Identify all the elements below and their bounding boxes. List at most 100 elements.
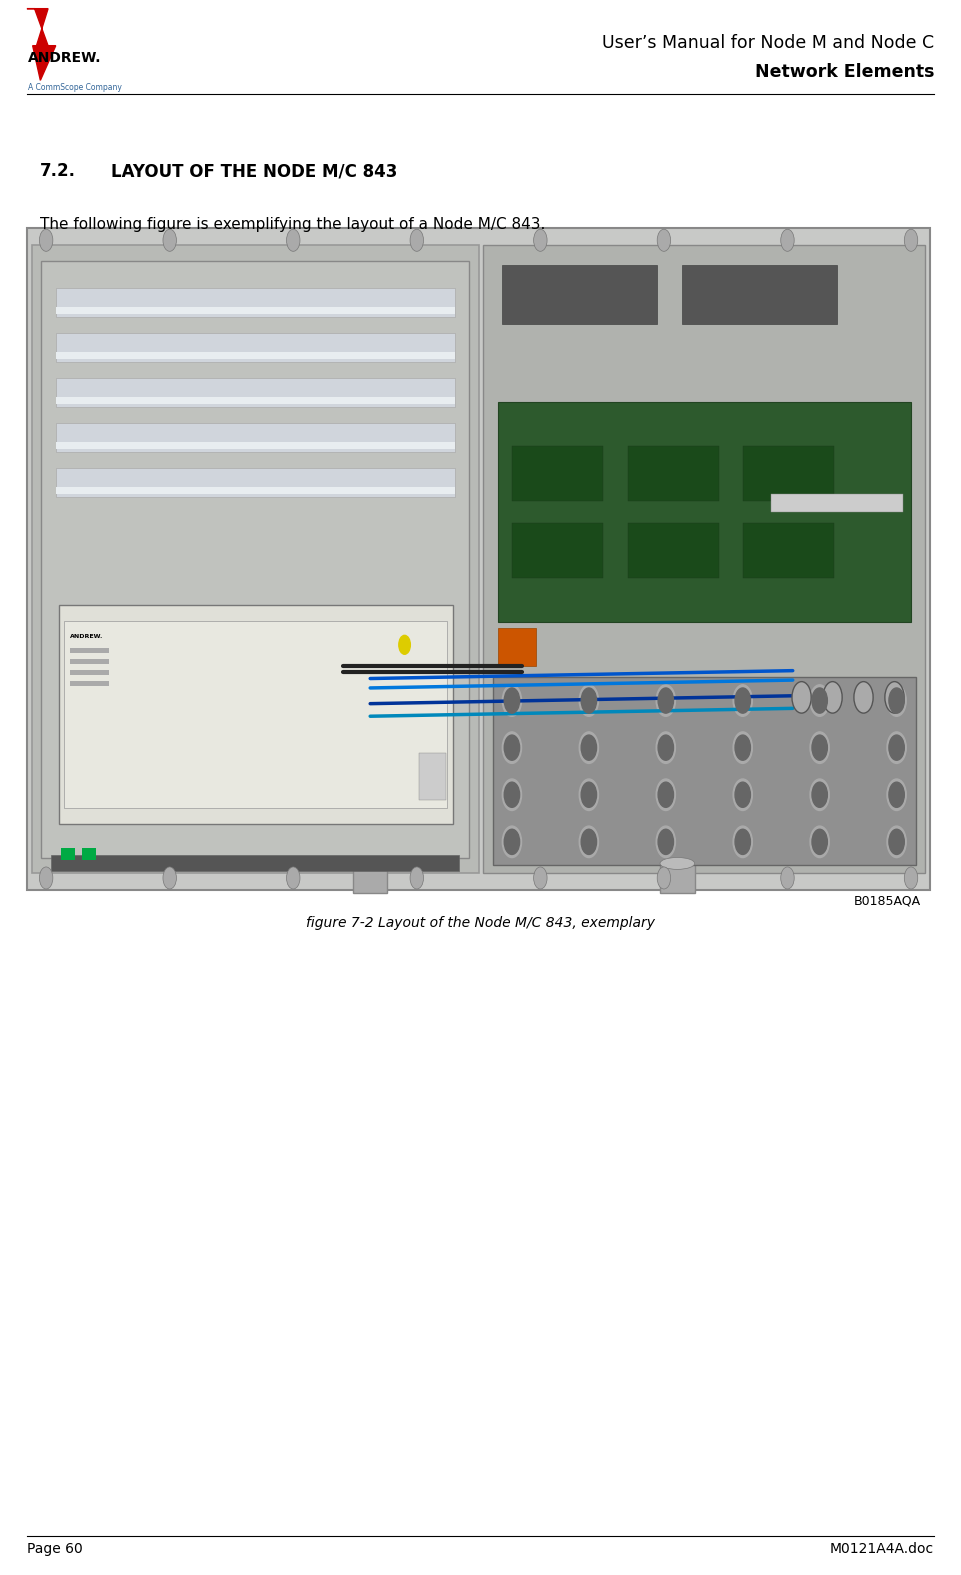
Text: figure 7-2 Layout of the Node M/C 843, exemplary: figure 7-2 Layout of the Node M/C 843, e… xyxy=(306,917,655,929)
Circle shape xyxy=(904,866,918,888)
Circle shape xyxy=(889,688,904,713)
Circle shape xyxy=(656,685,676,717)
Ellipse shape xyxy=(353,857,387,869)
Bar xyxy=(503,265,657,324)
Circle shape xyxy=(505,688,520,713)
Circle shape xyxy=(657,230,671,252)
Circle shape xyxy=(410,866,424,888)
Circle shape xyxy=(39,230,53,252)
Bar xyxy=(70,680,109,685)
Circle shape xyxy=(854,682,874,713)
Circle shape xyxy=(889,783,904,808)
Circle shape xyxy=(733,732,752,764)
Text: ANDREW.: ANDREW. xyxy=(28,50,101,65)
Circle shape xyxy=(904,230,918,252)
Bar xyxy=(70,647,109,652)
Bar xyxy=(51,855,459,871)
Circle shape xyxy=(410,230,424,252)
Circle shape xyxy=(887,780,906,811)
Bar xyxy=(744,446,834,501)
Bar xyxy=(56,288,455,318)
Circle shape xyxy=(780,866,794,888)
Bar xyxy=(70,669,109,674)
Text: Network Elements: Network Elements xyxy=(754,63,934,80)
Circle shape xyxy=(792,682,811,713)
Bar xyxy=(59,605,453,824)
Circle shape xyxy=(733,825,752,857)
Circle shape xyxy=(39,866,53,888)
Circle shape xyxy=(579,732,599,764)
Circle shape xyxy=(503,685,522,717)
Circle shape xyxy=(887,685,906,717)
Circle shape xyxy=(735,828,751,854)
Circle shape xyxy=(286,230,300,252)
Circle shape xyxy=(505,783,520,808)
Circle shape xyxy=(579,825,599,857)
Bar xyxy=(660,860,695,893)
Bar xyxy=(493,677,916,866)
Circle shape xyxy=(823,682,842,713)
Circle shape xyxy=(286,866,300,888)
Circle shape xyxy=(658,783,674,808)
Text: ANDREW.: ANDREW. xyxy=(70,633,104,639)
Bar xyxy=(70,658,109,663)
Circle shape xyxy=(812,828,827,854)
Circle shape xyxy=(657,866,671,888)
Polygon shape xyxy=(27,8,56,80)
Circle shape xyxy=(812,688,827,713)
Text: M0121A4A.doc: M0121A4A.doc xyxy=(830,1542,934,1556)
Bar xyxy=(61,847,75,860)
Circle shape xyxy=(735,688,751,713)
Circle shape xyxy=(503,780,522,811)
Circle shape xyxy=(887,732,906,764)
Bar xyxy=(771,495,903,512)
Bar xyxy=(56,378,455,408)
Circle shape xyxy=(658,736,674,761)
Circle shape xyxy=(658,828,674,854)
Circle shape xyxy=(810,685,829,717)
Text: Page 60: Page 60 xyxy=(27,1542,83,1556)
Bar xyxy=(56,397,455,405)
Circle shape xyxy=(579,780,599,811)
Circle shape xyxy=(812,736,827,761)
Bar xyxy=(498,402,911,622)
Circle shape xyxy=(581,783,597,808)
Circle shape xyxy=(733,780,752,811)
Circle shape xyxy=(889,736,904,761)
Bar xyxy=(41,260,469,857)
Bar xyxy=(56,422,455,452)
Circle shape xyxy=(581,688,597,713)
Circle shape xyxy=(533,230,547,252)
Circle shape xyxy=(810,732,829,764)
Circle shape xyxy=(163,866,177,888)
Circle shape xyxy=(887,825,906,857)
Circle shape xyxy=(581,828,597,854)
Circle shape xyxy=(399,635,410,654)
Bar xyxy=(744,523,834,578)
Bar xyxy=(628,523,719,578)
Bar xyxy=(32,244,479,873)
Circle shape xyxy=(735,736,751,761)
Circle shape xyxy=(505,736,520,761)
Bar xyxy=(498,628,536,666)
Bar xyxy=(27,228,930,890)
Circle shape xyxy=(503,732,522,764)
Bar xyxy=(419,753,446,800)
Text: User’s Manual for Node M and Node C: User’s Manual for Node M and Node C xyxy=(602,33,934,52)
Circle shape xyxy=(889,828,904,854)
Circle shape xyxy=(733,685,752,717)
Circle shape xyxy=(503,825,522,857)
Circle shape xyxy=(735,783,751,808)
Bar xyxy=(512,523,603,578)
Circle shape xyxy=(658,688,674,713)
Circle shape xyxy=(656,732,676,764)
Bar xyxy=(483,244,925,873)
Bar xyxy=(56,332,455,362)
Bar xyxy=(56,307,455,313)
Bar xyxy=(682,265,837,324)
Circle shape xyxy=(505,828,520,854)
Circle shape xyxy=(780,230,794,252)
Circle shape xyxy=(656,825,676,857)
Circle shape xyxy=(810,825,829,857)
Bar xyxy=(512,446,603,501)
